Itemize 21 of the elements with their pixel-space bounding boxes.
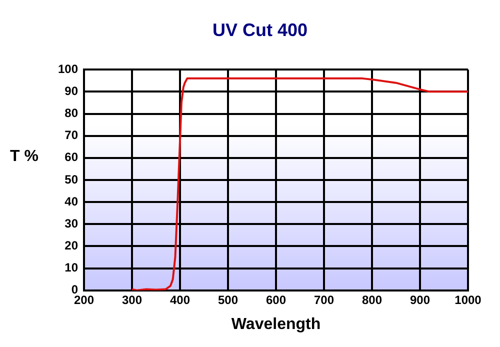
x-tick-label: 500 xyxy=(218,292,238,307)
y-tick-label: 30 xyxy=(64,216,78,230)
y-tick-label: 10 xyxy=(64,260,78,275)
x-tick-label: 1000 xyxy=(454,292,482,307)
y-tick-label: 20 xyxy=(64,238,78,253)
y-tick-label: 60 xyxy=(64,150,78,164)
x-tick-label: 300 xyxy=(122,292,142,307)
x-tick-label: 600 xyxy=(266,292,286,307)
x-axis-title: Wavelength xyxy=(231,316,321,333)
y-tick-label: 90 xyxy=(64,84,78,98)
x-tick-label: 400 xyxy=(170,292,190,307)
y-tick-label: 40 xyxy=(64,194,78,208)
x-tick-label: 800 xyxy=(362,292,382,307)
y-tick-label: 50 xyxy=(64,172,78,186)
chart-title: UV Cut 400 xyxy=(212,20,308,40)
y-axis-title: T % xyxy=(10,148,38,166)
y-tick-label: 70 xyxy=(64,128,78,142)
y-tick-label: 80 xyxy=(64,106,78,120)
x-tick-label: 900 xyxy=(410,292,430,307)
y-tick-label: 100 xyxy=(58,62,78,76)
x-tick-label: 700 xyxy=(314,292,334,307)
